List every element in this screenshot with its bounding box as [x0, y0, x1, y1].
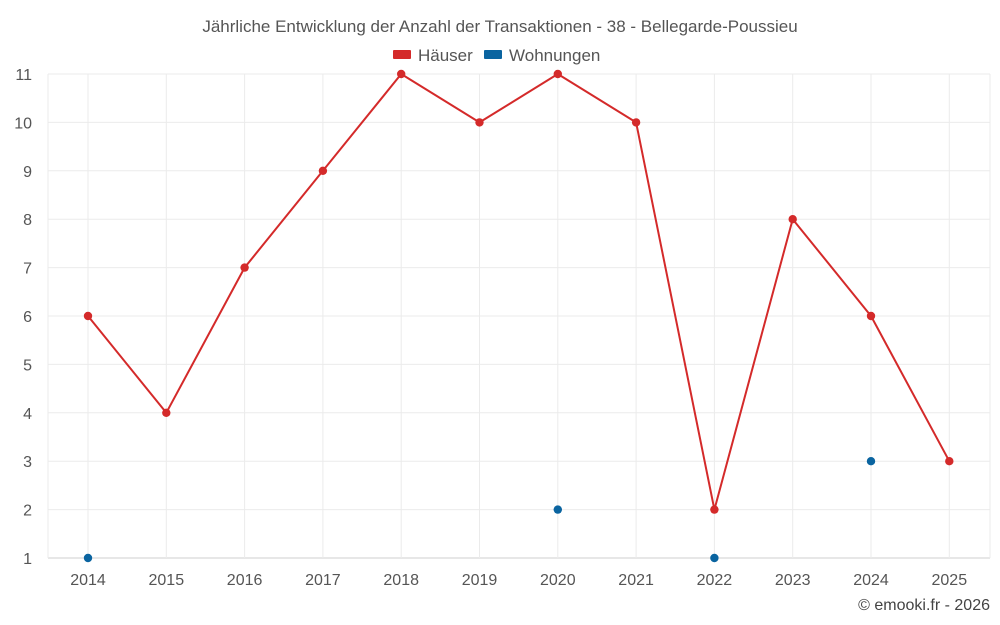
y-tick-label: 2 — [23, 503, 32, 520]
series-1-point — [83, 553, 93, 563]
x-tick-label: 2016 — [227, 572, 263, 589]
legend: Häuser Wohnungen — [393, 46, 600, 65]
x-tick-label: 2020 — [540, 572, 576, 589]
series-0-point — [162, 408, 171, 417]
legend-swatch — [484, 50, 502, 59]
series-0-point — [945, 457, 954, 466]
y-axis: 1 2 3 4 5 6 7 8 9 10 11 — [14, 67, 32, 568]
series-layer — [83, 69, 954, 563]
series-0-point — [866, 311, 876, 321]
x-tick-label: 2025 — [932, 572, 968, 589]
x-tick-label: 2021 — [618, 572, 654, 589]
series-1-point — [866, 457, 876, 466]
legend-label: Wohnungen — [509, 46, 600, 65]
y-tick-label: 6 — [23, 309, 32, 326]
credit-text: © emooki.fr - 2026 — [858, 597, 990, 614]
x-tick-label: 2014 — [70, 572, 106, 589]
y-tick-label: 1 — [23, 551, 32, 568]
series-0-line — [87, 73, 951, 511]
series-1-point — [553, 505, 562, 514]
y-tick-label: 9 — [23, 164, 32, 181]
series-0-point — [788, 215, 797, 224]
x-tick-label: 2017 — [305, 572, 341, 589]
x-axis: 2014 2015 2016 2017 2018 2019 2020 2021 2022 2023… — [70, 572, 967, 589]
series-0-point — [240, 263, 249, 272]
series-0-point — [397, 69, 406, 79]
x-tick-label: 2024 — [853, 572, 889, 589]
y-tick-label: 3 — [23, 454, 32, 471]
x-tick-label: 2018 — [383, 572, 419, 589]
x-tick-label: 2022 — [697, 572, 733, 589]
x-tick-label: 2019 — [462, 572, 498, 589]
chart-title: Jährliche Entwicklung der Anzahl der Tra… — [202, 17, 797, 36]
series-1-point — [710, 553, 719, 563]
series-0-point — [553, 69, 562, 79]
series-0-point — [710, 505, 719, 514]
legend-swatch — [393, 50, 411, 59]
y-tick-label: 4 — [23, 406, 32, 423]
y-tick-label: 10 — [14, 115, 32, 132]
y-tick-label: 5 — [23, 357, 32, 374]
grid — [47, 73, 991, 559]
series-0-point — [631, 118, 641, 127]
series-0-point — [475, 118, 484, 127]
series-0-point — [318, 166, 328, 175]
y-tick-label: 7 — [23, 261, 32, 278]
series-0-point — [83, 311, 93, 321]
x-tick-label: 2015 — [149, 572, 185, 589]
x-tick-label: 2023 — [775, 572, 811, 589]
legend-label: Häuser — [418, 46, 473, 65]
y-tick-label: 11 — [15, 67, 32, 84]
y-tick-label: 8 — [23, 212, 32, 229]
